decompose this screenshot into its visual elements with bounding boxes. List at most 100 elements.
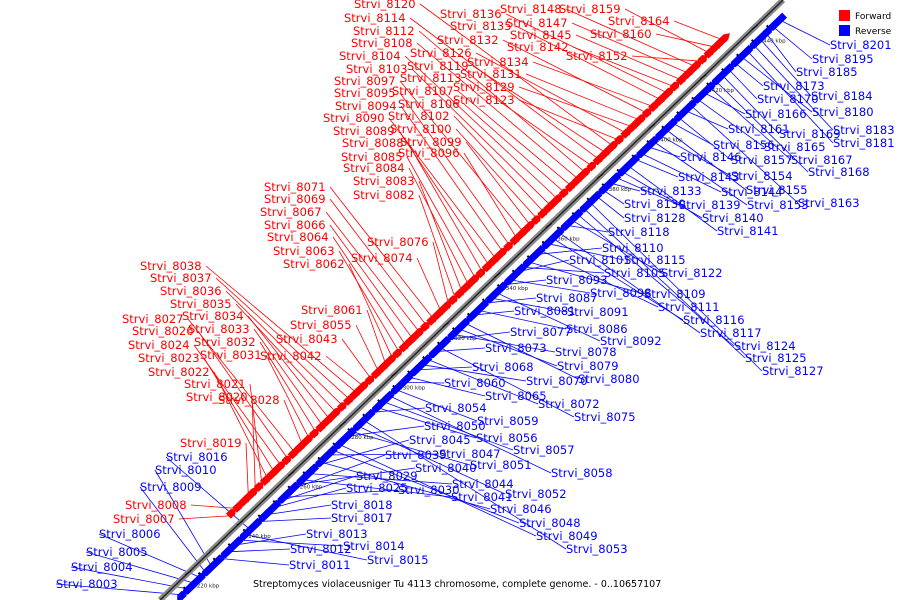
forward-leader-line xyxy=(518,99,624,143)
forward-gene-label: Strvi_8036 xyxy=(160,284,222,298)
reverse-gene-label: Strvi_8166 xyxy=(745,107,807,121)
axis-tick xyxy=(339,421,347,427)
forward-gene-arrow xyxy=(398,341,410,353)
reverse-leader-line xyxy=(701,90,746,115)
forward-gene-arrow xyxy=(509,234,521,246)
forward-gene-label: Strvi_8028 xyxy=(218,393,280,407)
reverse-leader-line xyxy=(235,539,344,547)
forward-leader-line xyxy=(416,257,444,316)
forward-gene-label: Strvi_8097 xyxy=(334,74,396,88)
axis-tick xyxy=(545,223,552,228)
axis-tick xyxy=(751,24,758,30)
forward-leader-line xyxy=(265,354,312,443)
reverse-gene-label: Strvi_8163 xyxy=(798,196,860,210)
forward-gene-label: Strvi_8066 xyxy=(264,218,326,232)
reverse-gene-label: Strvi_8058 xyxy=(551,466,613,480)
forward-gene-label: Strvi_8099 xyxy=(400,135,462,149)
reverse-gene-arrow xyxy=(252,517,263,528)
reverse-gene-label: Strvi_8048 xyxy=(519,516,581,530)
forward-leader-line xyxy=(407,142,485,276)
reverse-gene-label: Strvi_8039 xyxy=(385,448,447,462)
legend-forward-swatch xyxy=(839,10,850,21)
reverse-leader-line xyxy=(449,333,556,353)
reverse-leader-line xyxy=(411,366,473,371)
axis-tick-label: 9400 kbp xyxy=(657,137,683,143)
axis-tick xyxy=(236,520,244,526)
reverse-leader-line xyxy=(694,96,765,148)
forward-gene-arrow xyxy=(632,113,647,127)
forward-gene-label: Strvi_8027 xyxy=(122,312,184,326)
forward-gene-label: Strvi_8148 xyxy=(500,2,562,16)
forward-gene-label: Strvi_8021 xyxy=(184,377,246,391)
reverse-gene-label: Strvi_8125 xyxy=(745,351,807,365)
reverse-leader-line xyxy=(524,260,645,295)
reverse-gene-label: Strvi_8157 xyxy=(731,153,793,167)
reverse-leader-line xyxy=(650,139,748,206)
reverse-gene-label: Strvi_8127 xyxy=(762,364,824,378)
reverse-gene-label: Strvi_8016 xyxy=(166,450,228,464)
reverse-gene-label: Strvi_8017 xyxy=(331,511,393,525)
genome-caption: Streptomyces violaceusniger Tu 4113 chro… xyxy=(253,579,661,590)
forward-gene-label: Strvi_8063 xyxy=(273,244,335,258)
reverse-gene-label: Strvi_8143 xyxy=(678,170,740,184)
reverse-leader-line xyxy=(266,487,347,510)
reverse-leader-line xyxy=(531,247,603,256)
forward-leader-line xyxy=(178,515,235,520)
reverse-gene-arrow xyxy=(309,463,320,473)
reverse-gene-label: Strvi_8128 xyxy=(624,211,686,225)
reverse-gene-label: Strvi_8051 xyxy=(470,458,532,472)
forward-leader-line xyxy=(398,130,492,269)
reverse-gene-arrow xyxy=(554,226,565,237)
reverse-gene-label: Strvi_8201 xyxy=(830,38,892,52)
reverse-leader-line xyxy=(260,504,332,517)
reverse-gene-label: Strvi_8183 xyxy=(833,123,895,137)
reverse-leader-line xyxy=(98,533,198,577)
reverse-gene-arrow xyxy=(573,208,584,219)
reverse-gene-label: Strvi_8091 xyxy=(567,305,629,319)
reverse-leader-line xyxy=(707,84,792,161)
reverse-gene-label: Strvi_8165 xyxy=(764,140,826,154)
forward-gene-label: Strvi_8090 xyxy=(323,111,385,125)
reverse-gene-label: Strvi_8006 xyxy=(99,527,161,541)
reverse-gene-arrow xyxy=(196,572,206,583)
forward-gene-label: Strvi_8082 xyxy=(353,188,415,202)
reverse-gene-label: Strvi_8161 xyxy=(728,122,790,136)
reverse-leader-line xyxy=(751,42,834,131)
reverse-leader-line xyxy=(386,394,552,474)
forward-gene-arrow xyxy=(453,288,466,300)
reverse-gene-label: Strvi_8078 xyxy=(555,345,617,359)
forward-gene-label: Strvi_8071 xyxy=(264,180,326,194)
reverse-gene-label: Strvi_8153 xyxy=(747,198,809,212)
forward-leader-line xyxy=(475,52,631,136)
reverse-gene-label: Strvi_8116 xyxy=(683,313,745,327)
forward-gene-label: Strvi_8104 xyxy=(339,49,401,63)
forward-gene-label: Strvi_8083 xyxy=(353,174,415,188)
forward-leader-line xyxy=(388,117,499,263)
forward-leader-line xyxy=(418,30,589,176)
reverse-gene-label: Strvi_8073 xyxy=(485,341,547,355)
forward-gene-arrow xyxy=(703,47,715,59)
reverse-gene-label: Strvi_8012 xyxy=(290,542,352,556)
label-leader-lines xyxy=(55,3,834,595)
reverse-gene-label: Strvi_8141 xyxy=(717,224,779,238)
forward-gene-label: Strvi_8107 xyxy=(392,84,454,98)
reverse-gene-label: Strvi_8111 xyxy=(658,300,720,314)
forward-leader-line xyxy=(432,241,451,309)
forward-gene-label: Strvi_8152 xyxy=(566,49,628,63)
forward-gene-arrow xyxy=(410,326,425,341)
reverse-gene-label: Strvi_8156 xyxy=(713,138,775,152)
forward-gene-label: Strvi_8024 xyxy=(128,338,190,352)
reverse-gene-arrow xyxy=(233,536,244,546)
forward-gene-arrow xyxy=(688,59,703,74)
axis-tick-label: 9220 kbp xyxy=(193,584,219,590)
axis-tick-label: 9420 kbp xyxy=(708,88,734,94)
forward-gene-label: Strvi_8120 xyxy=(354,0,416,11)
reverse-leader-line xyxy=(638,151,722,193)
forward-gene-arrow xyxy=(287,448,299,460)
axis-tick xyxy=(699,74,707,80)
forward-leader-line xyxy=(213,371,270,483)
forward-gene-label: Strvi_8062 xyxy=(283,257,345,271)
forward-gene-label: Strvi_8026 xyxy=(132,324,194,338)
